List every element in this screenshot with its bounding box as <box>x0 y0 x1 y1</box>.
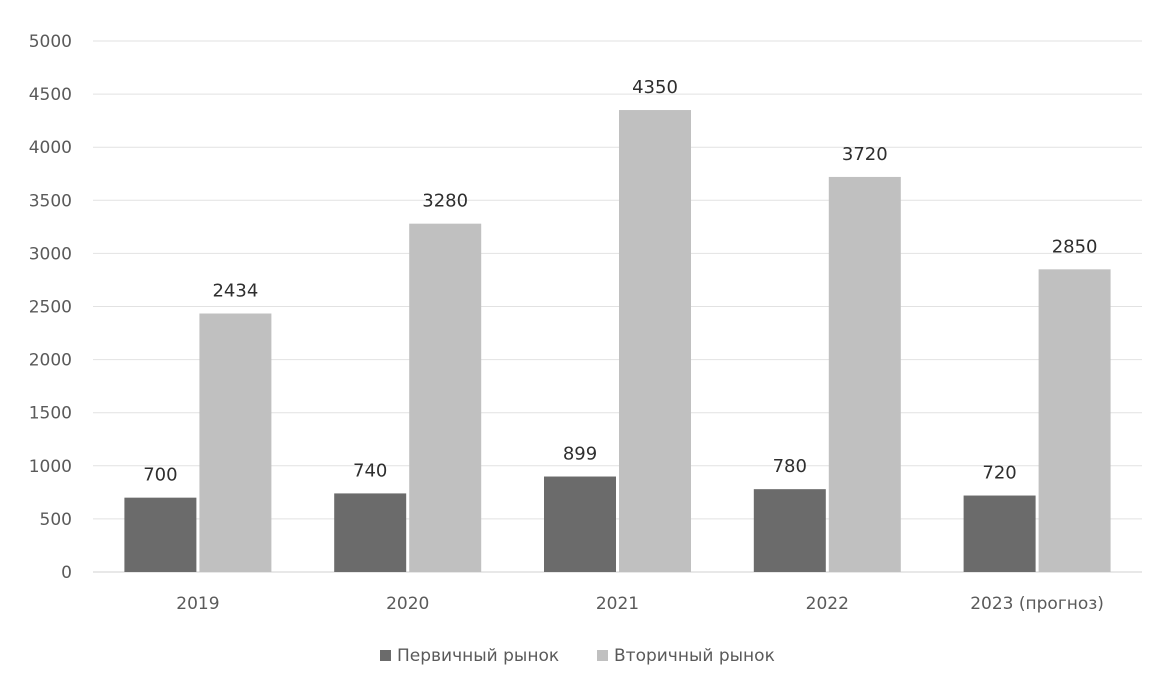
bar-secondary-3 <box>828 176 901 572</box>
bar-secondary-1 <box>409 223 482 572</box>
data-label: 780 <box>773 456 807 477</box>
data-label: 899 <box>563 444 597 465</box>
data-label: 740 <box>353 460 387 481</box>
bar-primary-4 <box>963 495 1036 572</box>
bar-secondary-2 <box>619 110 691 572</box>
y-tick-label: 2000 <box>29 351 72 371</box>
y-tick-label: 500 <box>40 510 72 530</box>
bar-secondary-0 <box>199 313 272 572</box>
y-tick-label: 2500 <box>29 298 72 318</box>
y-axis-ticks: 0 500 1000 1500 2000 2500 3000 3500 4000 4500 5000 <box>29 32 72 583</box>
data-labels: 700 2434 740 3280 899 4350 780 3720 720 2850 <box>143 77 1097 486</box>
x-category-label: 2021 <box>596 594 639 614</box>
legend-swatch-primary-market <box>380 650 391 661</box>
bar-primary-2 <box>544 476 616 572</box>
legend: Первичный рынок Вторичный рынок <box>380 646 775 666</box>
bars <box>124 110 1111 572</box>
data-label: 3280 <box>422 191 468 212</box>
data-label: 720 <box>982 463 1016 484</box>
legend-label-primary-market: Первичный рынок <box>397 646 559 666</box>
y-tick-label: 4000 <box>29 138 72 158</box>
bar-secondary-4 <box>1038 269 1111 572</box>
data-label: 2850 <box>1052 236 1098 257</box>
y-tick-label: 4500 <box>29 85 72 105</box>
x-category-label: 2019 <box>176 594 219 614</box>
bar-primary-3 <box>753 489 826 572</box>
data-label: 700 <box>143 465 177 486</box>
legend-swatch-secondary-market <box>597 650 608 661</box>
data-label: 4350 <box>632 77 678 98</box>
legend-label-secondary-market: Вторичный рынок <box>614 646 775 666</box>
y-tick-label: 3500 <box>29 191 72 211</box>
y-tick-label: 5000 <box>29 32 72 52</box>
x-category-label: 2022 <box>806 594 849 614</box>
x-category-label: 2020 <box>386 594 429 614</box>
data-label: 3720 <box>842 144 888 165</box>
y-tick-label: 0 <box>61 563 72 583</box>
x-axis-categories: 2019 2020 2021 2022 2023 (прогноз) <box>176 594 1104 614</box>
bar-primary-0 <box>124 497 197 572</box>
y-tick-label: 1000 <box>29 457 72 477</box>
x-category-label: 2023 (прогноз) <box>970 594 1104 614</box>
y-tick-label: 1500 <box>29 404 72 424</box>
bar-primary-1 <box>334 493 407 572</box>
data-label: 2434 <box>212 281 258 302</box>
y-tick-label: 3000 <box>29 244 72 264</box>
